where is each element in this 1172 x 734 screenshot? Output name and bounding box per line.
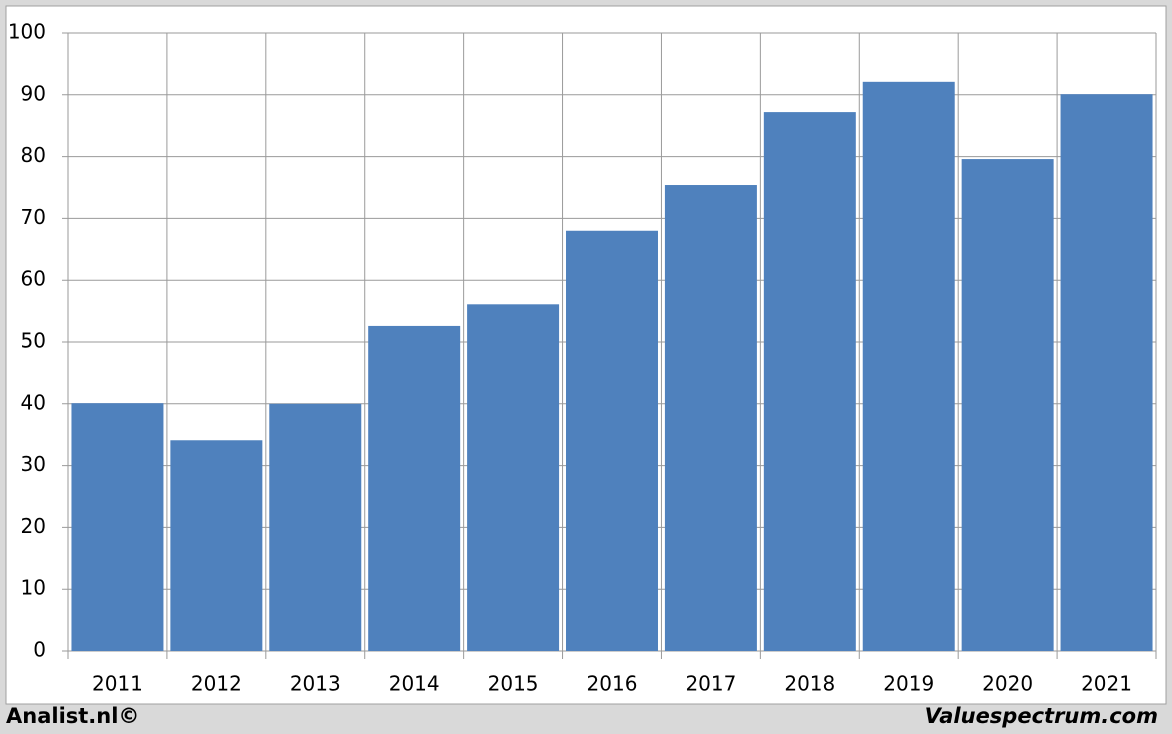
- x-tick-label: 2012: [191, 672, 242, 696]
- bar: [763, 112, 856, 651]
- y-tick-label: 80: [21, 143, 46, 167]
- y-tick-label: 0: [33, 638, 46, 662]
- y-tick-label: 40: [21, 390, 46, 414]
- x-tick-label: 2015: [488, 672, 539, 696]
- bar: [664, 185, 757, 651]
- bar: [862, 81, 955, 651]
- bar: [961, 159, 1054, 651]
- bar: [71, 403, 164, 651]
- y-tick-label: 30: [21, 452, 46, 476]
- y-tick-label: 90: [21, 81, 46, 105]
- x-tick-label: 2018: [784, 672, 835, 696]
- y-tick-label: 50: [21, 329, 46, 353]
- x-tick-label: 2016: [587, 672, 638, 696]
- bar: [566, 230, 658, 651]
- x-tick-label: 2021: [1081, 672, 1132, 696]
- bar: [1060, 94, 1153, 651]
- y-tick-label: 100: [8, 20, 46, 44]
- y-tick-label: 20: [21, 514, 46, 538]
- footer-right: Valuespectrum.com: [925, 704, 1158, 728]
- x-tick-label: 2019: [883, 672, 934, 696]
- x-tick-label: 2013: [290, 672, 341, 696]
- y-tick-label: 60: [21, 267, 46, 291]
- y-tick-label: 70: [21, 205, 46, 229]
- x-tick-label: 2011: [92, 672, 143, 696]
- y-tick-label: 10: [21, 576, 46, 600]
- x-tick-label: 2020: [982, 672, 1033, 696]
- x-tick-label: 2014: [389, 672, 440, 696]
- x-tick-label: 2017: [685, 672, 736, 696]
- bar: [368, 325, 461, 651]
- bar: [269, 403, 362, 651]
- footer-left: Analist.nl©: [6, 704, 139, 728]
- bar: [170, 440, 263, 651]
- bar: [467, 304, 560, 651]
